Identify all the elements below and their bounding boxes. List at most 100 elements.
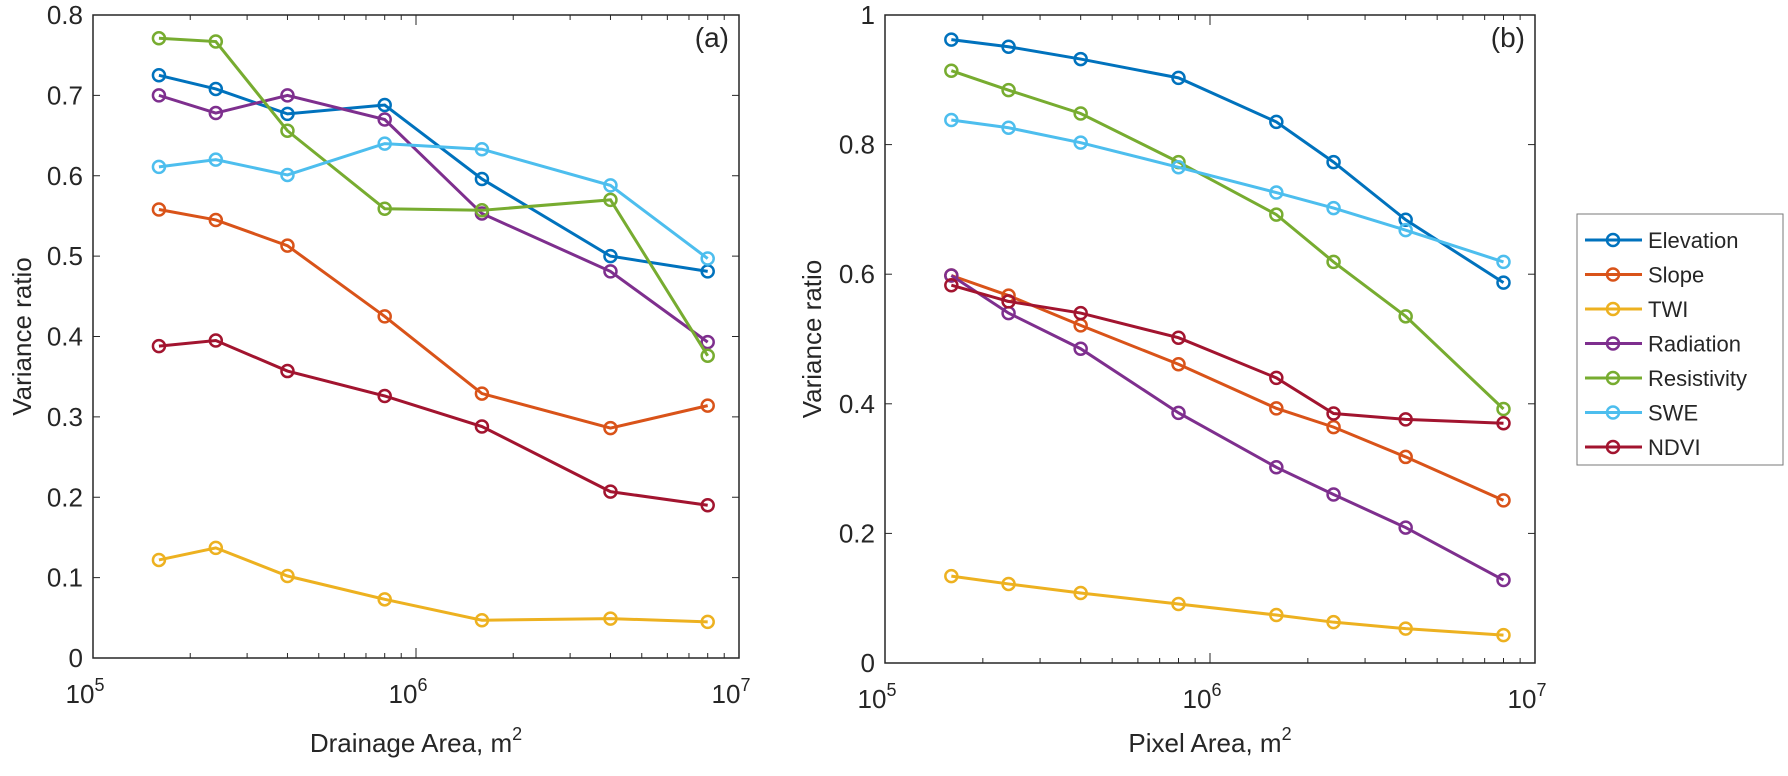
data-point [377, 592, 392, 607]
data-point [1073, 585, 1088, 601]
data-point [474, 171, 490, 187]
series-line [158, 93, 709, 344]
data-point [1326, 254, 1341, 270]
data-point [1001, 294, 1016, 309]
data-point [1171, 357, 1186, 372]
series-line [158, 208, 709, 430]
x-axis-label-text: Pixel Area, m [1128, 728, 1281, 758]
legend-label: Elevation [1648, 228, 1739, 253]
data-point [280, 167, 295, 183]
data-point [474, 203, 490, 218]
data-point [1269, 370, 1284, 386]
y-tick-label: 0.6 [839, 259, 875, 289]
data-point [280, 363, 295, 379]
series-slope [151, 202, 715, 436]
data-point [1398, 412, 1413, 427]
series-line [951, 38, 1505, 284]
series-resistivity [151, 31, 715, 364]
legend-marker [1605, 267, 1621, 282]
x-tick-base: 10 [1183, 684, 1212, 714]
data-point [1269, 114, 1284, 130]
series-line [158, 142, 709, 260]
x-tick-base: 10 [858, 684, 887, 714]
data-point [151, 159, 167, 175]
legend-label: SWE [1648, 401, 1698, 426]
series-swe [944, 112, 1511, 270]
data-point [700, 334, 715, 350]
data-point [1269, 185, 1284, 200]
data-point [151, 552, 167, 568]
legend-marker [1605, 301, 1621, 317]
y-tick-label: 0.8 [839, 130, 875, 160]
y-tick-label: 0.4 [47, 322, 83, 352]
data-point [1073, 305, 1088, 321]
y-tick-label: 0.6 [47, 161, 83, 191]
legend-label: NDVI [1648, 435, 1701, 460]
legend-marker [1605, 336, 1621, 351]
legend-label: TWI [1648, 297, 1688, 322]
data-point [1001, 82, 1016, 98]
legend-item-twi: TWI [1585, 297, 1688, 322]
x-tick-label: 107 [1508, 680, 1547, 714]
data-point [1326, 154, 1341, 170]
x-tick-exp: 7 [1536, 680, 1546, 700]
data-point [208, 34, 224, 49]
data-point [1171, 596, 1186, 612]
data-point [1398, 222, 1413, 238]
data-point [1073, 51, 1088, 67]
data-point [603, 178, 618, 193]
data-point [944, 112, 959, 128]
legend-marker [1605, 405, 1621, 420]
data-point [474, 419, 490, 434]
data-point [1398, 449, 1413, 465]
x-tick-label: 107 [712, 675, 751, 709]
data-point [1496, 572, 1511, 588]
data-point [1326, 406, 1341, 421]
panel-label: (b) [1491, 22, 1525, 53]
data-point [700, 348, 715, 364]
y-tick-label: 0.3 [47, 402, 83, 432]
data-point [1326, 487, 1341, 502]
legend-item-slope: Slope [1585, 263, 1704, 288]
data-point [944, 32, 959, 47]
x-tick-base: 10 [1508, 684, 1537, 714]
data-point [151, 202, 167, 217]
data-point [603, 420, 618, 436]
legend-label: Resistivity [1648, 366, 1747, 391]
data-point [151, 31, 167, 46]
y-tick-label: 0.1 [47, 563, 83, 593]
y-axis-label: Variance ratio [7, 257, 37, 416]
series-elevation [151, 68, 715, 279]
series-resistivity [944, 63, 1511, 417]
data-point [377, 112, 392, 127]
series-twi [151, 540, 715, 630]
data-point [1269, 401, 1284, 416]
data-point [1269, 607, 1284, 623]
series-line [951, 574, 1504, 637]
data-point [1326, 614, 1341, 630]
data-point [1496, 627, 1511, 643]
data-point [1269, 207, 1284, 222]
data-point [151, 88, 167, 103]
legend-item-ndvi: NDVI [1585, 435, 1701, 460]
series-line [158, 36, 709, 357]
data-point [1001, 120, 1016, 136]
series-line [950, 283, 1504, 425]
data-point [280, 88, 295, 103]
x-tick-label: 106 [389, 675, 428, 709]
data-point [377, 388, 392, 404]
data-point [280, 106, 295, 122]
legend-marker [1605, 370, 1621, 386]
x-tick-label: 106 [1183, 680, 1222, 714]
data-point [1001, 576, 1016, 592]
data-point [603, 248, 618, 264]
x-tick-exp: 6 [417, 675, 427, 695]
legend-label: Radiation [1648, 332, 1741, 357]
x-tick-base: 10 [712, 679, 741, 709]
x-tick-base: 10 [389, 679, 418, 709]
data-point [208, 81, 224, 97]
series-line [950, 274, 1505, 582]
